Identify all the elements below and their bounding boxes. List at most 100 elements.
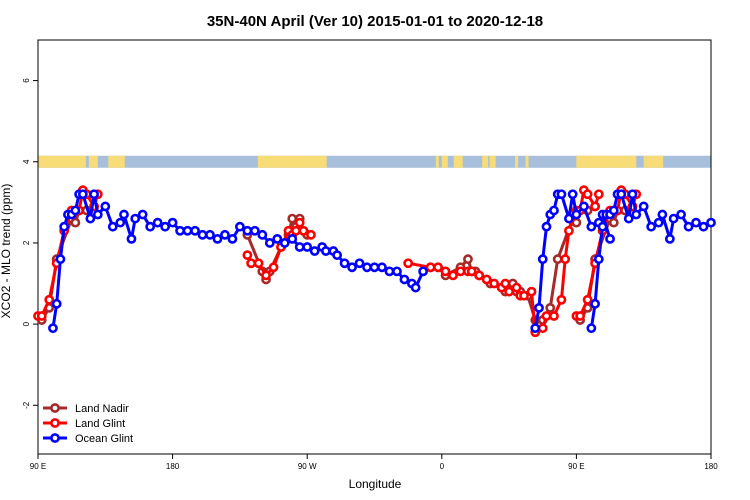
data-point bbox=[392, 266, 402, 277]
data-point bbox=[332, 250, 343, 261]
data-point bbox=[534, 302, 544, 313]
landmask-land-segment bbox=[441, 155, 448, 168]
x-tick-label: 0 bbox=[440, 462, 445, 471]
data-point bbox=[36, 311, 47, 321]
data-point bbox=[691, 217, 701, 228]
data-point bbox=[440, 266, 451, 277]
landmask-land-segment bbox=[646, 155, 664, 168]
data-point bbox=[302, 242, 313, 252]
data-point bbox=[272, 233, 283, 244]
data-point bbox=[268, 262, 279, 273]
data-point bbox=[85, 213, 96, 224]
landmask-land-segment bbox=[88, 155, 98, 168]
landmask-strip bbox=[38, 155, 711, 168]
landmask-land-segment bbox=[515, 155, 519, 168]
data-point bbox=[653, 217, 664, 228]
data-point bbox=[597, 221, 608, 232]
data-point bbox=[320, 246, 331, 256]
data-point bbox=[306, 229, 316, 240]
data-point bbox=[549, 205, 559, 216]
data-point bbox=[489, 278, 500, 289]
data-point bbox=[130, 213, 141, 224]
data-point bbox=[291, 225, 301, 236]
data-point bbox=[227, 233, 238, 244]
data-point bbox=[190, 225, 200, 236]
data-point bbox=[552, 254, 563, 265]
data-point bbox=[126, 233, 137, 244]
data-point bbox=[511, 282, 522, 293]
landmask-land-segment bbox=[643, 155, 647, 168]
data-point bbox=[560, 254, 571, 265]
landmask-land-segment bbox=[627, 155, 637, 168]
y-tick-label: 6 bbox=[22, 78, 31, 83]
data-point bbox=[556, 294, 567, 305]
data-point bbox=[537, 254, 548, 265]
data-point bbox=[44, 294, 55, 305]
data-point bbox=[571, 209, 582, 220]
data-point bbox=[537, 323, 548, 334]
data-point bbox=[593, 254, 604, 265]
plot-frame bbox=[37, 39, 712, 455]
data-point bbox=[676, 209, 686, 220]
data-point bbox=[646, 221, 657, 232]
data-point bbox=[564, 225, 574, 236]
data-point bbox=[481, 274, 492, 285]
data-point bbox=[115, 217, 126, 228]
data-point bbox=[354, 258, 365, 269]
data-point bbox=[605, 233, 615, 244]
data-point bbox=[377, 262, 387, 273]
series-land-nadir bbox=[36, 201, 638, 325]
landmask-land-segment bbox=[108, 155, 125, 168]
data-point bbox=[107, 221, 118, 232]
chart-title: 35N-40N April (Ver 10) 2015-01-01 to 202… bbox=[207, 13, 543, 30]
data-point bbox=[100, 201, 111, 212]
data-point bbox=[249, 225, 260, 236]
landmask-land-segment bbox=[453, 155, 463, 168]
data-point bbox=[369, 262, 380, 273]
data-point bbox=[287, 213, 298, 224]
data-point bbox=[160, 221, 171, 232]
y-tick-label: 0 bbox=[22, 321, 31, 326]
data-point bbox=[403, 258, 414, 269]
legend-label: Land Glint bbox=[75, 418, 125, 430]
data-point bbox=[504, 286, 514, 297]
data-point bbox=[70, 217, 81, 228]
data-point bbox=[638, 201, 649, 212]
data-point bbox=[582, 294, 593, 305]
landmask-land-segment bbox=[38, 155, 86, 168]
data-point bbox=[197, 229, 208, 240]
x-axis: 90 E 180 90 W 0 90 E 180 bbox=[30, 454, 718, 471]
data-point bbox=[167, 217, 178, 228]
data-point bbox=[657, 209, 668, 220]
data-point bbox=[698, 221, 709, 232]
data-point bbox=[463, 254, 473, 265]
data-point bbox=[92, 209, 103, 220]
data-point bbox=[683, 221, 694, 232]
y-axis-label: XCO2 - MLO trend (ppm) bbox=[0, 184, 13, 319]
data-point bbox=[593, 189, 604, 200]
data-point bbox=[664, 233, 675, 244]
data-point bbox=[51, 298, 62, 309]
x-tick-label: 90 W bbox=[298, 462, 317, 471]
x-tick-label: 90 E bbox=[30, 462, 46, 471]
data-point bbox=[294, 242, 305, 252]
data-point bbox=[212, 233, 223, 244]
data-point bbox=[567, 189, 578, 200]
x-tick-label: 180 bbox=[166, 462, 180, 471]
landmask-land-segment bbox=[525, 155, 529, 168]
data-point bbox=[410, 282, 421, 293]
data-point bbox=[549, 311, 559, 321]
data-point bbox=[582, 189, 593, 200]
data-point bbox=[294, 217, 305, 228]
data-point bbox=[556, 189, 567, 200]
data-point bbox=[145, 221, 156, 232]
data-point bbox=[627, 189, 638, 200]
data-point bbox=[578, 201, 589, 212]
series-line bbox=[51, 192, 425, 329]
data-point bbox=[590, 201, 600, 212]
series-land-glint bbox=[33, 185, 642, 338]
data-point bbox=[564, 213, 574, 224]
data-point bbox=[59, 221, 70, 232]
landmask-land-segment bbox=[482, 155, 489, 168]
data-point bbox=[152, 217, 163, 228]
